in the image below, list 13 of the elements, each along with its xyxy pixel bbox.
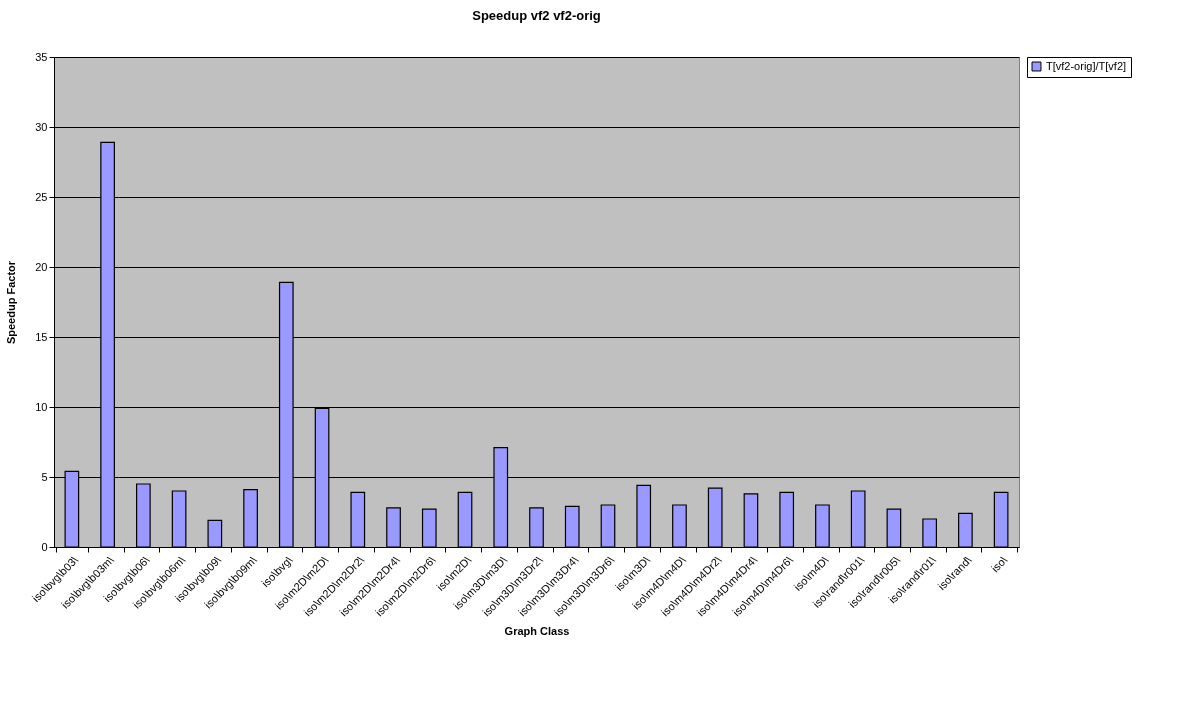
- y-tick-label: 10: [35, 400, 48, 413]
- y-tick-label: 20: [35, 260, 48, 273]
- legend-label: T[vf2-orig]/T[vf2]: [1046, 59, 1127, 72]
- y-tick-label: 30: [35, 120, 48, 133]
- y-tick-label: 35: [35, 50, 48, 63]
- y-tick-label: 25: [35, 190, 48, 203]
- x-tick-label: iso\: [988, 553, 1011, 575]
- y-tick-label: 15: [35, 330, 48, 343]
- x-axis-title: Graph Class: [504, 625, 570, 638]
- y-tick-label: 5: [41, 470, 48, 483]
- chart-title: Speedup vf2 vf2-orig: [472, 8, 601, 23]
- y-axis-title: Speedup Factor: [5, 260, 18, 345]
- y-tick-label: 0: [41, 540, 48, 553]
